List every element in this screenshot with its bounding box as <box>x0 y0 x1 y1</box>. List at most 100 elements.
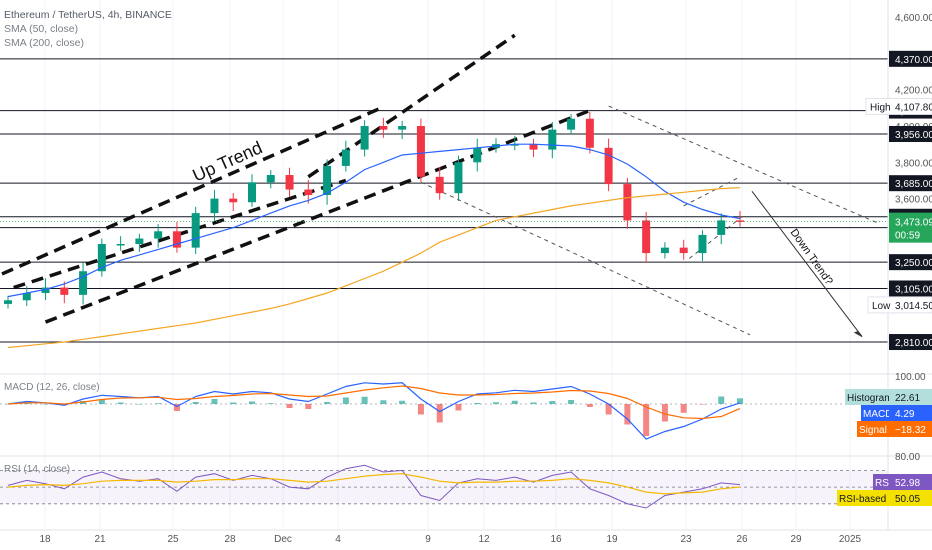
price-tick-label: 3,600.00 <box>895 195 932 206</box>
macd-histogram-bar <box>417 404 424 415</box>
macd-histogram-bar <box>42 404 49 405</box>
x-tick-label: 18 <box>39 534 51 545</box>
x-tick-label: 12 <box>478 534 490 545</box>
histogram-value: 22.61 <box>895 393 920 404</box>
macd-histogram-bar <box>5 404 11 405</box>
macd-title: MACD (12, 26, close) <box>4 382 100 393</box>
macd-histogram-bar <box>718 396 725 404</box>
sma-line <box>7 143 741 298</box>
macd-histogram-bar <box>192 402 199 404</box>
candle-body <box>116 244 125 246</box>
macd-histogram-bar <box>249 401 255 404</box>
price-candles <box>4 111 744 309</box>
macd-histogram-bar <box>586 404 593 407</box>
macd-histogram-bar <box>61 404 68 406</box>
price-level-tag <box>889 254 932 271</box>
x-tick-label: 25 <box>167 534 179 545</box>
time-axis: 18 21 25 28 Dec 4 9 12 16 19 23 26 29 2025 <box>0 529 932 545</box>
rsi-ma-line <box>7 473 741 495</box>
last-price-label: 3,473.09 <box>895 218 932 229</box>
candle-body <box>585 118 594 148</box>
candle-body <box>248 182 256 203</box>
candle-body <box>41 287 50 294</box>
price-level-tag <box>889 175 932 192</box>
horizontal-levels <box>0 58 888 343</box>
macd-histogram-bar <box>286 404 293 408</box>
x-tick-label: 26 <box>736 534 748 545</box>
rsi-ma-label: RSI-based MA <box>839 494 904 505</box>
up-trend-label: Up Trend <box>189 137 265 185</box>
low-label-box <box>867 296 932 314</box>
candle-body <box>154 231 163 239</box>
macd-label-box <box>861 405 889 421</box>
candle-body <box>473 147 482 163</box>
price-level-tag-label: 3,250.00 <box>895 258 932 269</box>
downtrend-upper-line <box>608 105 881 225</box>
candle-body <box>623 184 632 221</box>
symbol-title[interactable]: Ethereum / TetherUS, 4h, BINANCE <box>4 9 172 21</box>
candle-body <box>22 293 31 301</box>
candle-body <box>567 118 576 130</box>
candle-body <box>604 147 613 185</box>
sma50-legend[interactable]: SMA (50, close) <box>4 23 79 35</box>
price-level-tag-label: 3,105.00 <box>895 284 932 295</box>
candle-body <box>79 271 88 295</box>
macd-histogram-bar <box>230 402 237 404</box>
candle-body <box>679 247 688 254</box>
x-tick-label: 19 <box>606 534 618 545</box>
candle-body <box>304 189 313 195</box>
candle-body <box>266 175 275 183</box>
candle-body <box>97 244 106 272</box>
macd-histogram-bar <box>267 403 274 404</box>
rsi-value-box <box>889 474 932 490</box>
candle-body <box>660 247 669 254</box>
rsi-pane: RSI (14, close) <box>0 455 932 509</box>
annotations: Up Trend Down Trend? <box>189 137 863 338</box>
low-value: 3,014.50 <box>895 301 932 312</box>
macd-histogram-bar <box>436 404 443 423</box>
x-tick-label: 4 <box>335 534 341 545</box>
macd-histogram-bar <box>493 402 499 404</box>
rsi-label: RSI <box>875 478 892 489</box>
chart-legend: Ethereum / TetherUS, 4h, BINANCE SMA (50… <box>4 8 172 50</box>
price-level-tag-label: 3,956.00 <box>895 130 932 141</box>
macd-histogram-bar <box>605 404 612 415</box>
x-tick-label: Dec <box>274 534 292 545</box>
price-level-tag <box>889 50 932 67</box>
macd-histogram-bar <box>136 404 143 405</box>
macd-histogram-bar <box>173 404 180 411</box>
candle-body <box>172 231 181 248</box>
low-label: Low <box>872 301 891 312</box>
macd-axis-top: 100.00 <box>895 372 926 383</box>
small-channel-upper <box>683 176 741 207</box>
candle-body <box>398 126 407 130</box>
macd-histogram-bar <box>530 402 537 404</box>
macd-histogram-bar <box>117 402 124 404</box>
rsi-ma-value-box <box>889 490 932 506</box>
countdown-label: 00:59 <box>895 231 920 242</box>
high-label: High <box>870 102 891 113</box>
macd-histogram-bar <box>324 402 331 404</box>
macd-histogram-bar <box>624 404 631 425</box>
histogram-value-box <box>889 389 932 405</box>
candle-body <box>698 234 707 254</box>
price-tick-label: 4,200.00 <box>895 86 932 97</box>
x-tick-label: 28 <box>224 534 236 545</box>
macd-histogram-bar <box>643 404 650 436</box>
sma200-legend[interactable]: SMA (200, close) <box>4 37 84 49</box>
macd-label: MACD <box>863 409 892 420</box>
signal-value-box <box>889 421 932 437</box>
rsi-title: RSI (14, close) <box>4 464 70 475</box>
price-tick-label: 3,800.00 <box>895 158 932 169</box>
macd-histogram-bar <box>399 400 406 404</box>
candle-body <box>191 213 200 248</box>
price-level-tag-label: 2,810.00 <box>895 338 932 349</box>
x-tick-label: 23 <box>680 534 692 545</box>
rsi-value: 52.98 <box>895 478 920 489</box>
candle-body <box>548 129 557 150</box>
candle-body <box>379 126 388 130</box>
candle-body <box>736 220 744 222</box>
candle-body <box>510 144 519 146</box>
macd-histogram-bar <box>474 403 481 404</box>
macd-histogram-bar <box>680 404 687 413</box>
